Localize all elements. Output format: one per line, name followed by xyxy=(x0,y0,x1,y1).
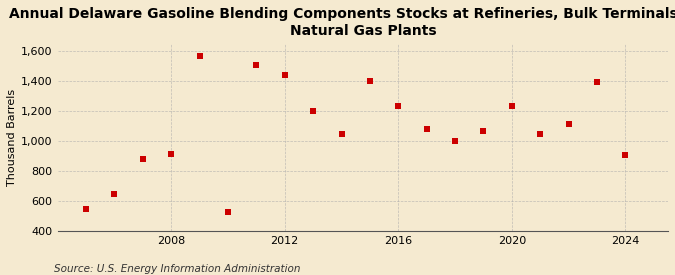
Point xyxy=(620,153,631,158)
Point xyxy=(223,210,234,214)
Point xyxy=(80,207,91,211)
Point xyxy=(279,73,290,77)
Point xyxy=(450,139,460,143)
Point xyxy=(421,127,432,131)
Point xyxy=(506,104,517,109)
Point xyxy=(478,128,489,133)
Point xyxy=(592,80,603,84)
Point xyxy=(251,62,262,67)
Point xyxy=(138,156,148,161)
Point xyxy=(336,132,347,137)
Point xyxy=(109,191,119,196)
Y-axis label: Thousand Barrels: Thousand Barrels xyxy=(7,89,17,186)
Point xyxy=(194,53,205,58)
Point xyxy=(364,79,375,83)
Point xyxy=(166,152,177,156)
Point xyxy=(308,109,319,113)
Title: Annual Delaware Gasoline Blending Components Stocks at Refineries, Bulk Terminal: Annual Delaware Gasoline Blending Compon… xyxy=(9,7,675,38)
Point xyxy=(563,122,574,126)
Point xyxy=(393,104,404,109)
Point xyxy=(535,131,545,136)
Text: Source: U.S. Energy Information Administration: Source: U.S. Energy Information Administ… xyxy=(54,264,300,274)
